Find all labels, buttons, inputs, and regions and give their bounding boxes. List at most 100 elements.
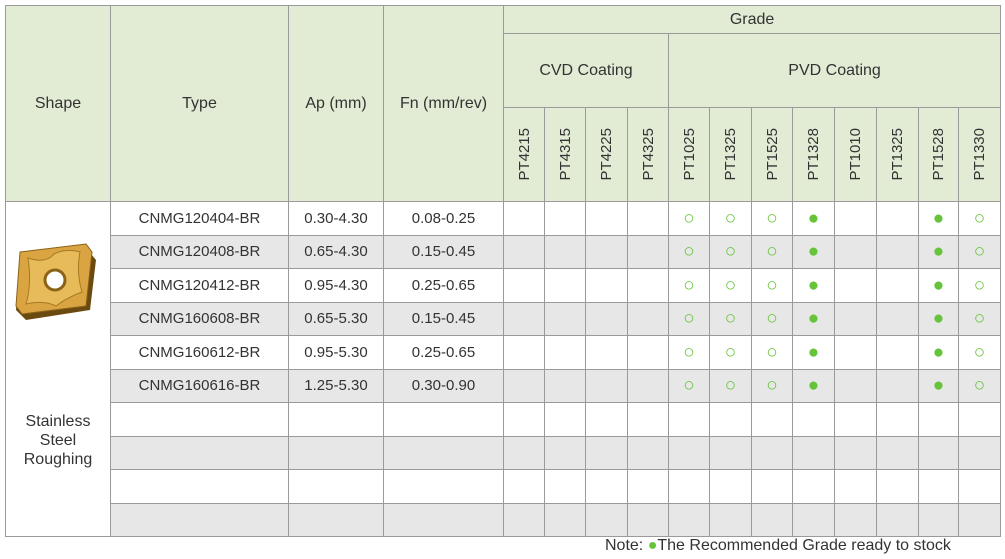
grade-cell <box>585 368 628 403</box>
grade-header-cell: PT1325 <box>709 107 752 202</box>
grade-cell <box>544 469 586 504</box>
grade-name: PT1325 <box>889 128 906 181</box>
type-cell <box>110 402 289 437</box>
ap-cell <box>288 402 384 437</box>
grade-name: PT4215 <box>515 128 533 181</box>
fn-cell: 0.15-0.45 <box>383 234 504 269</box>
grade-cell <box>876 234 919 269</box>
grade-cell <box>503 201 545 236</box>
grade-name: PT4225 <box>598 128 615 181</box>
grade-cell <box>503 268 545 303</box>
grade-cell <box>544 335 586 370</box>
grade-cell: ○ <box>751 201 793 236</box>
type-cell <box>110 469 289 504</box>
grade-cell <box>834 234 877 269</box>
grade-cell <box>627 301 669 336</box>
grade-cell <box>503 435 545 470</box>
grade-mark: ○ <box>973 274 986 296</box>
ap-cell <box>288 435 384 470</box>
grade-mark: ● <box>932 207 945 229</box>
grade-cell <box>834 435 877 470</box>
grade-mark: ○ <box>724 375 737 397</box>
grade-cell <box>585 234 628 269</box>
grade-cell <box>668 469 710 504</box>
grade-cell <box>544 368 586 403</box>
grade-cell: ○ <box>709 268 752 303</box>
grade-cell: ● <box>918 301 959 336</box>
grade-cell <box>876 435 919 470</box>
grade-cell <box>957 502 1002 537</box>
grade-cell: ○ <box>709 201 752 236</box>
grade-cell <box>585 469 628 504</box>
grade-name: PT1328 <box>805 128 822 181</box>
grade-cell <box>627 402 669 437</box>
header-cell: Fn (mm/rev) <box>383 5 504 202</box>
grade-cell <box>544 268 586 303</box>
grade-cell <box>918 435 959 470</box>
grade-mark: ● <box>932 274 945 296</box>
grade-cell <box>918 402 959 437</box>
grade-mark: ○ <box>766 274 778 296</box>
grade-cell: ○ <box>709 335 752 370</box>
grade-mark: ○ <box>683 341 695 363</box>
grade-cell <box>792 502 835 537</box>
grade-mark: ○ <box>973 207 986 229</box>
table-row <box>6 435 1002 470</box>
grade-cell: ● <box>792 268 835 303</box>
table-row: CNMG160612-BR 0.95-5.30 0.25-0.65 ○ ○ ○ ● ● ○ <box>6 335 1002 370</box>
grade-header-cell: PT4315 <box>544 107 586 202</box>
grade-header-cell: PT1025 <box>668 107 710 202</box>
grade-cell <box>544 402 586 437</box>
grade-cell: ○ <box>751 335 793 370</box>
grade-cell: ○ <box>957 335 1002 370</box>
grade-name: PT1010 <box>847 128 864 181</box>
grade-mark: ● <box>807 241 820 263</box>
table-row: CNMG120408-BR 0.65-4.30 0.15-0.45 ○ ○ ○ ● ● ○ <box>6 234 1002 269</box>
grade-cell <box>876 301 919 336</box>
grade-cell <box>876 368 919 403</box>
grade-cell <box>585 502 628 537</box>
grade-cell <box>585 335 628 370</box>
grade-mark: ○ <box>724 341 737 363</box>
grade-cell <box>503 234 545 269</box>
grade-cell: ○ <box>668 335 710 370</box>
table-row <box>6 469 1002 504</box>
header-cell: Shape <box>5 5 111 202</box>
grade-mark: ● <box>807 308 820 330</box>
grade-cell <box>751 502 793 537</box>
grade-cell <box>668 502 710 537</box>
type-cell: CNMG160616-BR <box>110 368 289 403</box>
note-text: The Recommended Grade ready to stock <box>657 537 951 554</box>
grade-cell <box>585 402 628 437</box>
grade-mark: ○ <box>683 308 695 330</box>
grade-cell <box>627 469 669 504</box>
grade-cell: ○ <box>957 201 1002 236</box>
grade-name: PT1330 <box>971 128 989 181</box>
grade-mark: ○ <box>973 341 986 363</box>
grade-mark: ○ <box>766 207 778 229</box>
grade-mark: ● <box>932 341 945 363</box>
grade-mark: ○ <box>683 241 695 263</box>
grade-mark: ○ <box>724 274 737 296</box>
grade-cell: ○ <box>709 234 752 269</box>
grade-cell: ○ <box>668 268 710 303</box>
grade-header-cell: PT4325 <box>627 107 669 202</box>
grade-cell: ● <box>918 268 959 303</box>
grade-cell: ● <box>792 335 835 370</box>
grade-name: PT1325 <box>722 128 739 181</box>
group-header: CVD Coating <box>503 33 669 108</box>
grade-cell: ● <box>918 234 959 269</box>
ap-cell: 0.95-4.30 <box>288 268 384 303</box>
group-header: PVD Coating <box>667 33 1002 108</box>
table-row <box>6 502 1002 537</box>
grade-cell <box>627 368 669 403</box>
grade-cell <box>957 435 1002 470</box>
insert-image <box>15 243 96 320</box>
grade-header-cell: PT4215 <box>503 107 545 202</box>
grade-name: PT1025 <box>680 128 698 181</box>
grade-cell <box>834 502 877 537</box>
grade-header-cell: PT1328 <box>792 107 835 202</box>
grade-cell <box>503 469 545 504</box>
header-cell: Type <box>110 5 289 202</box>
